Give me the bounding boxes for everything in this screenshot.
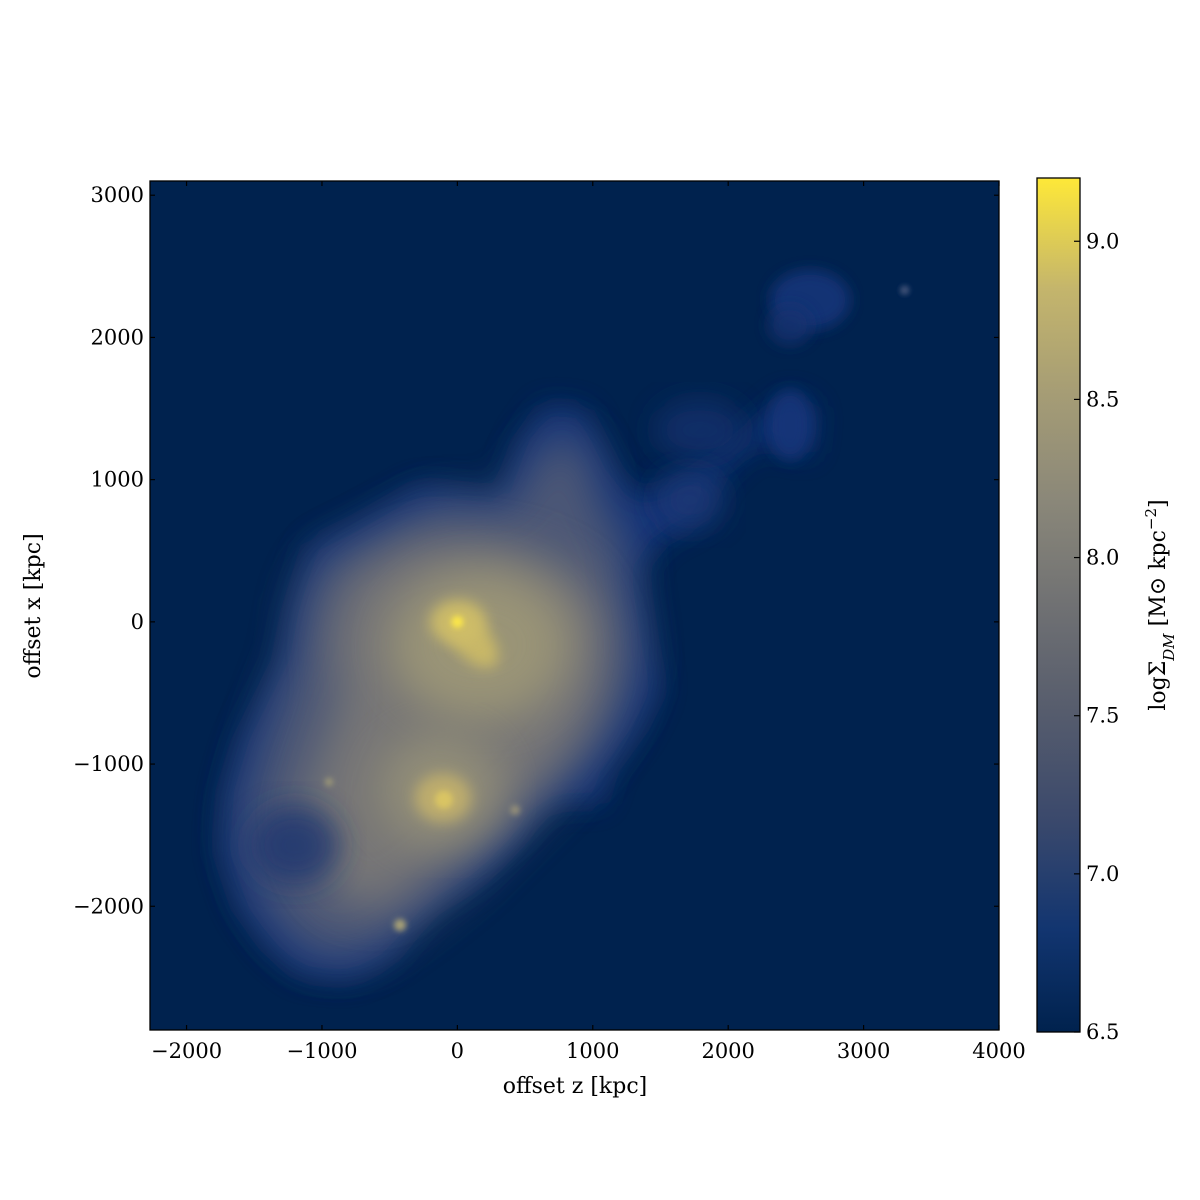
x-tick-label: 2000	[701, 1039, 754, 1063]
density-void	[250, 805, 340, 885]
satellite-halo-2	[325, 778, 333, 786]
density-map	[149, 180, 1000, 1031]
colorbar-label-part: logΣ	[1146, 661, 1171, 711]
colorbar-label-part: −2	[1142, 508, 1160, 530]
x-tick-label: 1000	[566, 1039, 619, 1063]
x-tick-label: 3000	[837, 1039, 890, 1063]
colorbar-label: logΣDM [M⊙ kpc−2]	[1142, 499, 1178, 710]
colorbar-tick-label: 6.5	[1086, 1020, 1119, 1044]
x-axis: −2000 −1000 0 1000 2000 3000 4000	[151, 181, 1026, 1063]
density-peaks	[434, 287, 908, 809]
x-tick-label: 0	[451, 1039, 464, 1063]
x-tick-label: −2000	[151, 1039, 222, 1063]
colorbar-tick-label: 7.5	[1086, 704, 1119, 728]
colorbar-label-text: logΣDM [M⊙ kpc−2]	[1142, 499, 1178, 710]
satellite-halo-1	[394, 919, 406, 931]
plot-frame	[149, 180, 1000, 1031]
density-peak	[451, 615, 464, 628]
x-axis-label: offset z [kpc]	[503, 1074, 648, 1099]
y-axis: −2000 −1000 0 1000 2000 3000	[73, 183, 999, 918]
colorbar-tick-label: 7.0	[1086, 862, 1119, 886]
filament-blob-4	[655, 400, 745, 460]
y-tick-label: 3000	[91, 183, 144, 207]
y-tick-label: −1000	[73, 752, 144, 776]
colorbar-label-part: [M⊙ kpc	[1146, 530, 1171, 633]
x-tick-label: −1000	[286, 1039, 357, 1063]
filament-blob-2	[768, 305, 812, 345]
colorbar-tick-label: 9.0	[1086, 229, 1119, 253]
y-axis-label: offset x [kpc]	[21, 533, 46, 678]
colorbar-tick-label: 8.0	[1086, 546, 1119, 570]
x-tick-label: 4000	[972, 1039, 1025, 1063]
satellite-halo-3	[510, 805, 520, 815]
colorbar: 6.5 7.0 7.5 8.0 8.5 9.0 logΣDM [M⊙ kpc−2]	[1036, 177, 1178, 1044]
y-tick-label: 2000	[91, 325, 144, 349]
colorbar-gradient	[1036, 177, 1081, 1033]
filament-blob-3	[768, 390, 812, 460]
y-tick-label: −2000	[73, 894, 144, 918]
filament-blob-5	[655, 470, 725, 530]
colorbar-tick-label: 8.5	[1086, 387, 1119, 411]
density-peak	[901, 287, 908, 294]
colorbar-label-part: DM	[1160, 633, 1178, 662]
y-tick-label: 0	[131, 610, 144, 634]
y-tick-label: 1000	[91, 468, 144, 492]
density-peak	[434, 790, 453, 809]
colorbar-label-part: ]	[1146, 499, 1171, 508]
colorbar-ticks: 6.5 7.0 7.5 8.0 8.5 9.0	[1074, 229, 1119, 1044]
